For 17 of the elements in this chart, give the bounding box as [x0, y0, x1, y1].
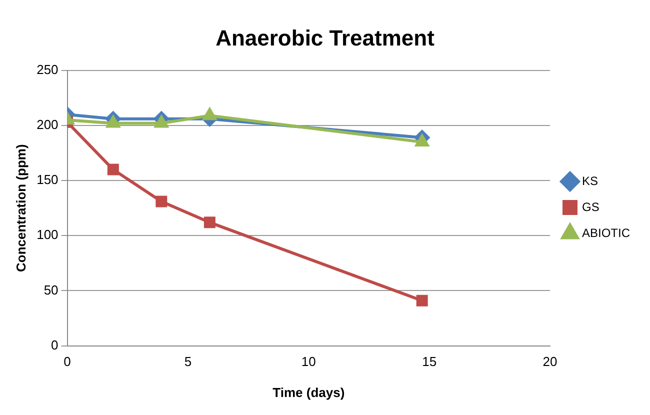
legend-label: KS: [582, 174, 598, 188]
y-tick-label: 250: [36, 62, 58, 77]
x-tick-label: 10: [301, 354, 316, 370]
legend-label: GS: [582, 200, 600, 214]
y-tick-label: 50: [44, 282, 58, 298]
y-tick-label: 0: [51, 337, 58, 352]
x-tick-label: 15: [422, 354, 437, 370]
x-tick-label: 0: [64, 354, 71, 370]
y-axis-title: Concentration (ppm): [13, 144, 28, 272]
x-axis-title: Time (days): [272, 384, 345, 400]
y-tick-label: 100: [36, 227, 58, 242]
x-tick-label: 20: [542, 354, 558, 370]
x-tick-label: 5: [184, 354, 192, 370]
y-tick-label: 200: [36, 117, 58, 132]
legend-label: ABIOTIC: [582, 226, 630, 240]
y-tick-label: 150: [36, 172, 58, 188]
chart-title: Anaerobic Treatment: [216, 25, 436, 50]
